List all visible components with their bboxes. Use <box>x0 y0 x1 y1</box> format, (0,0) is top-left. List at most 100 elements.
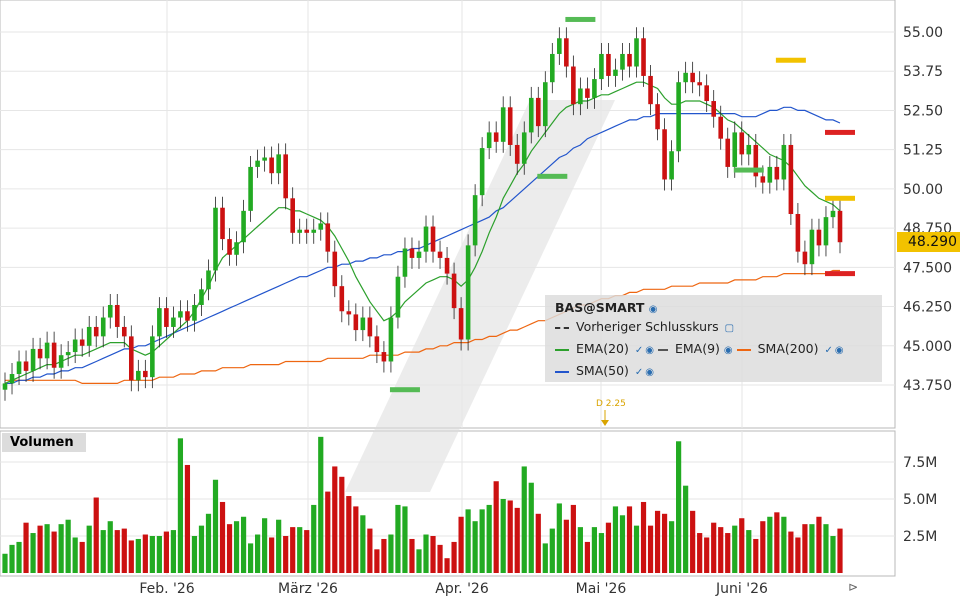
legend-symbol: BAS@SMART ◉ <box>555 300 658 315</box>
price-tick-label: 51.25 <box>903 143 943 159</box>
candle-body <box>332 251 338 287</box>
candle-body <box>353 314 359 331</box>
candle-body <box>206 270 211 290</box>
volume-bar <box>360 515 366 573</box>
volume-bar <box>79 541 85 573</box>
volume-bar <box>402 506 408 573</box>
candle-body <box>542 82 548 127</box>
candle-body <box>2 383 8 390</box>
event-arrow-icon[interactable] <box>601 420 609 426</box>
candle-body <box>753 144 759 177</box>
candle-body <box>521 132 527 164</box>
candle-body <box>760 176 766 183</box>
volume-bar <box>142 534 148 573</box>
candle-body <box>381 352 387 362</box>
volume-bar <box>409 538 415 573</box>
volume-bar <box>58 524 64 573</box>
volume-bar <box>191 536 198 573</box>
volume-bar <box>753 538 759 573</box>
volume-bar <box>339 476 345 573</box>
volume-bar <box>395 504 401 573</box>
candle-body <box>578 88 583 105</box>
candle-body <box>269 157 274 174</box>
event-label[interactable]: D 2.25 <box>596 399 626 409</box>
volume-bar <box>661 513 668 573</box>
volume-bar <box>226 524 233 573</box>
prev-close-checkbox[interactable]: ▢ <box>724 323 735 334</box>
volume-bar <box>100 530 106 573</box>
candle-body <box>613 69 618 76</box>
candle-body <box>557 38 562 54</box>
ema9-label: EMA(9) <box>674 341 720 356</box>
ema20-check-icon[interactable]: ✓ <box>634 345 644 356</box>
candle-body <box>802 251 808 265</box>
ema20-swatch <box>555 348 569 351</box>
volume-bar <box>725 533 731 573</box>
volume-bar <box>683 485 689 573</box>
volume-bar <box>704 537 710 573</box>
volume-bar <box>205 513 212 573</box>
volume-bar <box>163 531 169 573</box>
volume-bar <box>135 538 141 573</box>
candle-body <box>739 132 745 155</box>
candle-body <box>732 132 738 167</box>
candle-body <box>676 82 681 152</box>
volume-bar <box>732 525 738 573</box>
candle-body <box>51 342 57 368</box>
candle-body <box>157 308 162 337</box>
candle-body <box>304 229 310 233</box>
candles <box>2 27 843 401</box>
prev-close-label: Vorheriger Schlusskurs <box>575 319 719 334</box>
candle-body <box>837 210 843 243</box>
candle-body <box>571 66 576 105</box>
sma50-eye-icon[interactable]: ◉ <box>645 367 655 378</box>
volume-bar <box>668 521 675 573</box>
volume-bar <box>297 527 303 573</box>
ema9-eye-icon[interactable]: ◉ <box>723 345 733 356</box>
volume-axis: 7.5M 5.0M 2.5M <box>903 455 937 545</box>
candle-body <box>514 144 520 164</box>
candle-body <box>16 361 22 375</box>
volume-bar <box>430 536 436 573</box>
price-tick-label: 45.000 <box>903 339 952 355</box>
volume-bar <box>353 506 359 573</box>
candle-body <box>388 317 394 362</box>
sma50-swatch <box>555 370 569 373</box>
sma200-line <box>5 269 840 384</box>
candle-body <box>627 53 632 67</box>
volume-bar <box>823 524 829 573</box>
sma200-check-icon[interactable]: ✓ <box>824 345 833 356</box>
price-tick-label: 43.750 <box>903 378 952 394</box>
symbol-eye-icon[interactable]: ◉ <box>648 304 658 315</box>
signal-marker <box>825 271 855 277</box>
sma200-swatch <box>736 348 751 351</box>
candle-body <box>479 148 485 196</box>
candle-body <box>718 116 724 139</box>
candle-body <box>346 311 352 315</box>
ema20-eye-icon[interactable]: ◉ <box>645 345 654 356</box>
volume-tick-label: 2.5M <box>903 529 937 545</box>
volume-bar <box>739 518 745 573</box>
candle-body <box>493 132 499 142</box>
volume-bar <box>437 544 443 573</box>
candle-body <box>65 352 71 356</box>
scroll-right-icon[interactable]: ⊳ <box>848 580 858 594</box>
sma200-eye-icon[interactable]: ◉ <box>834 345 844 356</box>
candle-body <box>592 79 597 98</box>
candle-body <box>746 144 752 155</box>
ema20-line <box>4 81 841 384</box>
price-axis: 55.0053.7552.5051.2550.0048.75047.50046.… <box>903 25 952 394</box>
candle-body <box>725 138 731 167</box>
candle-body <box>339 286 345 312</box>
candle-body <box>781 144 787 180</box>
volume-bar <box>760 521 766 573</box>
candle-body <box>86 326 92 346</box>
candle-body <box>121 326 127 337</box>
sma50-check-icon[interactable]: ✓ <box>634 367 644 378</box>
candle-body <box>360 317 366 331</box>
price-tick-label: 47.500 <box>903 260 952 276</box>
candle-body <box>444 257 450 274</box>
volume-bar <box>612 506 619 573</box>
candle-body <box>409 248 415 258</box>
candle-body <box>823 217 829 246</box>
